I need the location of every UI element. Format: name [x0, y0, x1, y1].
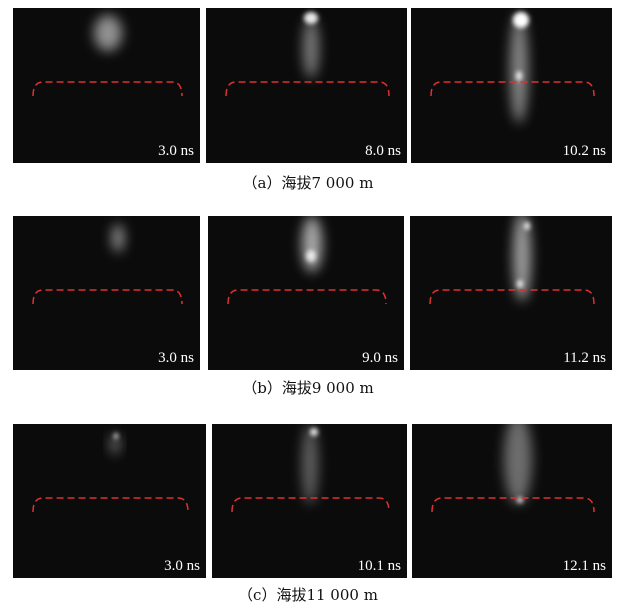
time-label: 10.2 ns [563, 143, 607, 159]
time-label: 9.0 ns [362, 350, 398, 366]
panel: 10.2 ns [411, 8, 612, 163]
row-caption: （a）海拔7 000 m [243, 174, 374, 192]
discharge-glow [516, 71, 522, 81]
discharge-glow [112, 224, 124, 252]
discharge-glow [306, 250, 316, 262]
time-label: 3.0 ns [164, 558, 200, 574]
figure: 3.0 ns 8.0 ns 10.2 ns （a）海拔7 000 m 3.0 ns 9.0… [0, 0, 617, 608]
discharge-glow [524, 222, 530, 230]
discharge-glow [94, 15, 122, 51]
time-label: 3.0 ns [158, 143, 194, 159]
discharge-glow [517, 280, 523, 288]
panel-image [410, 216, 612, 370]
discharge-glow [302, 216, 322, 272]
time-label: 10.1 ns [358, 558, 402, 574]
panel: 9.0 ns [208, 216, 404, 370]
discharge-glow [114, 433, 118, 439]
time-label: 8.0 ns [365, 143, 401, 159]
time-label: 12.1 ns [563, 558, 607, 574]
panel: 8.0 ns [206, 8, 407, 163]
time-label: 11.2 ns [563, 350, 606, 366]
discharge-glow [504, 414, 532, 504]
discharge-glow [310, 428, 318, 436]
panel: 11.2 ns [410, 211, 612, 370]
panel-image [13, 216, 200, 370]
discharge-glow [510, 13, 528, 123]
panel: 3.0 ns [13, 216, 200, 370]
panel: 12.1 ns [412, 414, 612, 578]
row-caption: （b）海拔9 000 m [242, 379, 374, 397]
panel: 3.0 ns [13, 424, 206, 578]
panel: 10.1 ns [212, 424, 407, 578]
row-caption: （c）海拔11 000 m [238, 586, 378, 604]
panel: 3.0 ns [13, 8, 200, 163]
discharge-glow [302, 424, 318, 504]
panel-image [13, 424, 206, 578]
discharge-glow [303, 18, 319, 78]
time-label: 3.0 ns [158, 350, 194, 366]
